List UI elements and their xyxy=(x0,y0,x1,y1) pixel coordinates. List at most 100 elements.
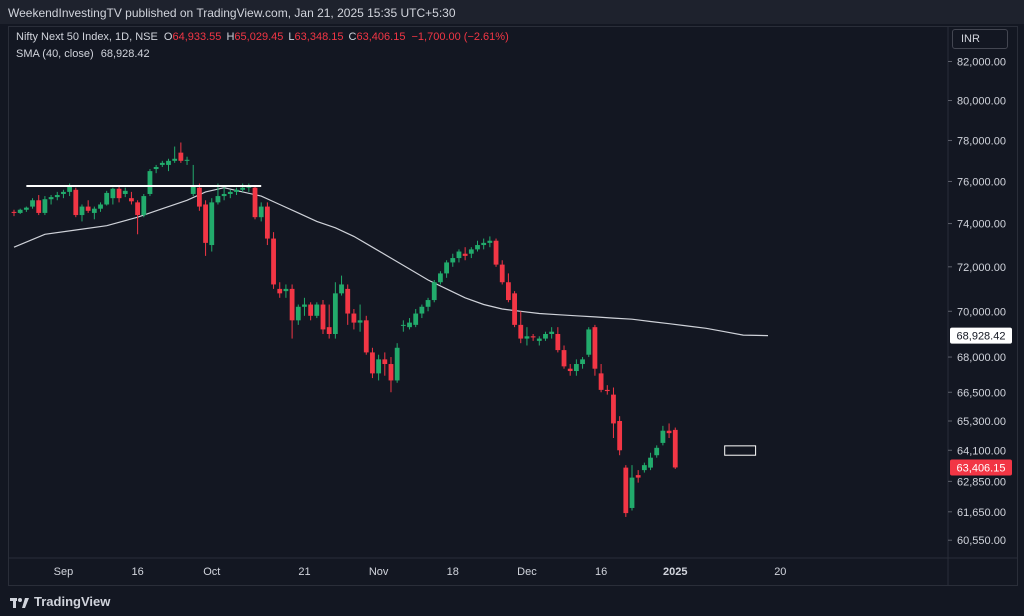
x-tick-label-9: 20 xyxy=(774,566,786,578)
candle-body-067 xyxy=(425,300,431,307)
candle-body-075 xyxy=(475,245,480,250)
candle-body-053 xyxy=(339,284,344,294)
candle-body-078 xyxy=(493,240,499,265)
candle-body-032 xyxy=(209,202,215,246)
legend-high-value: 65,029.45 xyxy=(234,31,284,43)
legend-close-value: 63,406.15 xyxy=(356,31,406,43)
candle-body-095 xyxy=(598,373,604,390)
candle-body-041 xyxy=(264,206,270,239)
candle-body-026 xyxy=(172,158,178,161)
candle-body-003 xyxy=(30,200,35,207)
candle-body-086 xyxy=(543,333,548,339)
candle-body-027 xyxy=(178,152,184,161)
candle-body-104 xyxy=(654,447,660,456)
candle-body-065 xyxy=(413,313,419,325)
candle-body-012 xyxy=(85,206,91,211)
y-tick-label-9: 65,300.00 xyxy=(957,416,1006,428)
candle-body-074 xyxy=(468,249,474,254)
candle-body-103 xyxy=(648,457,653,468)
candle-body-020 xyxy=(135,202,140,216)
tradingview-logo-icon xyxy=(10,598,29,608)
candle-body-021 xyxy=(141,196,147,216)
candle-body-084 xyxy=(530,336,536,338)
y-tick-label-1: 80,000.00 xyxy=(957,95,1006,107)
candle-body-051 xyxy=(326,327,332,334)
candle-body-002 xyxy=(23,207,29,210)
candle-body-042 xyxy=(271,238,276,285)
currency-button[interactable]: INR xyxy=(952,29,1008,49)
candle-body-085 xyxy=(536,338,542,341)
candle-body-068 xyxy=(431,282,437,301)
candle-body-060 xyxy=(382,359,388,365)
y-tick-label-2: 78,000.00 xyxy=(957,135,1006,147)
candle-body-090 xyxy=(567,368,573,372)
candle-body-057 xyxy=(363,320,369,353)
y-tick-label-11: 62,850.00 xyxy=(957,476,1006,488)
sma-label[interactable]: SMA (40, close) xyxy=(16,48,94,60)
candle-body-044 xyxy=(283,288,289,292)
candle-body-030 xyxy=(197,187,202,207)
candle-body-048 xyxy=(308,304,314,316)
candle-body-054 xyxy=(345,288,351,314)
x-tick-label-5: 18 xyxy=(447,566,459,578)
candle-body-072 xyxy=(456,251,462,259)
candle-body-009 xyxy=(67,185,73,192)
candles-group xyxy=(11,142,678,517)
candle-body-064 xyxy=(407,322,412,328)
x-tick-label-3: 21 xyxy=(298,566,310,578)
y-tick-label-7: 68,000.00 xyxy=(957,352,1006,364)
candle-body-091 xyxy=(573,364,579,372)
y-tick-label-0: 82,000.00 xyxy=(957,57,1006,69)
candle-body-106 xyxy=(666,430,672,434)
candle-body-033 xyxy=(215,196,221,203)
sma-value: 68,928.42 xyxy=(100,48,150,60)
candle-body-092 xyxy=(580,359,585,365)
x-tick-label-8: 2025 xyxy=(663,566,687,578)
candle-body-089 xyxy=(561,350,567,367)
candle-body-008 xyxy=(61,191,66,194)
candle-body-102 xyxy=(641,465,647,471)
candle-body-017 xyxy=(116,188,122,199)
candle-body-039 xyxy=(252,187,258,218)
x-tick-label-7: 16 xyxy=(595,566,607,578)
candle-body-015 xyxy=(104,192,110,205)
candle-body-031 xyxy=(203,204,208,243)
candle-body-058 xyxy=(370,352,375,374)
brand-name: TradingView xyxy=(34,594,111,609)
candle-body-055 xyxy=(351,313,357,323)
x-tick-label-1: 16 xyxy=(131,566,143,578)
y-tick-label-5: 72,000.00 xyxy=(957,262,1006,274)
candle-body-016 xyxy=(110,188,116,199)
y-tick-label-12: 61,650.00 xyxy=(957,507,1006,519)
sma-line xyxy=(13,187,769,337)
legend-symbol[interactable]: Nifty Next 50 Index, 1D, NSE xyxy=(16,31,158,43)
candle-body-022 xyxy=(147,171,153,194)
candle-body-094 xyxy=(592,327,598,369)
candle-body-087 xyxy=(549,331,555,334)
x-tick-label-0: Sep xyxy=(54,566,74,578)
candle-body-034 xyxy=(221,193,227,197)
legend-high-label: H xyxy=(226,31,235,43)
legend-open-value: 64,933.55 xyxy=(172,31,222,43)
candle-body-050 xyxy=(320,304,326,330)
candle-body-052 xyxy=(332,293,338,334)
legend-change: −1,700.00 (−2.61%) xyxy=(411,31,509,43)
candle-body-081 xyxy=(512,293,517,325)
last-price-label: 63,406.15 xyxy=(957,462,1006,474)
candle-body-107 xyxy=(672,429,678,468)
candle-body-004 xyxy=(36,200,42,213)
candle-body-070 xyxy=(444,262,449,274)
candle-body-100 xyxy=(629,477,635,508)
candle-body-066 xyxy=(419,306,425,314)
candle-body-040 xyxy=(258,206,264,218)
candle-body-093 xyxy=(586,329,592,355)
publish-bar: WeekendInvestingTV published on TradingV… xyxy=(0,0,1024,24)
candle-body-097 xyxy=(611,394,616,424)
last-price-label-box xyxy=(950,459,1012,476)
candle-body-035 xyxy=(227,191,233,194)
x-tick-label-4: Nov xyxy=(369,566,389,578)
sma-legend: SMA (40, close) 68,928.42 xyxy=(16,48,150,60)
candle-body-098 xyxy=(617,421,623,451)
candle-body-007 xyxy=(54,195,60,198)
